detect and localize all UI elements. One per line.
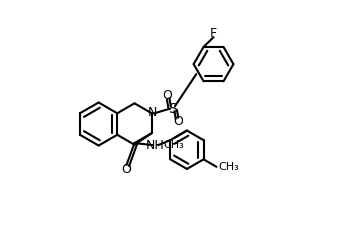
- Text: O: O: [121, 163, 131, 176]
- Text: S: S: [168, 102, 177, 116]
- Text: CH₃: CH₃: [164, 140, 184, 150]
- Text: O: O: [162, 89, 172, 102]
- Text: NH: NH: [146, 139, 165, 152]
- Text: F: F: [210, 27, 217, 40]
- Text: O: O: [173, 115, 183, 128]
- Text: N: N: [148, 106, 158, 119]
- Text: CH₃: CH₃: [219, 162, 240, 172]
